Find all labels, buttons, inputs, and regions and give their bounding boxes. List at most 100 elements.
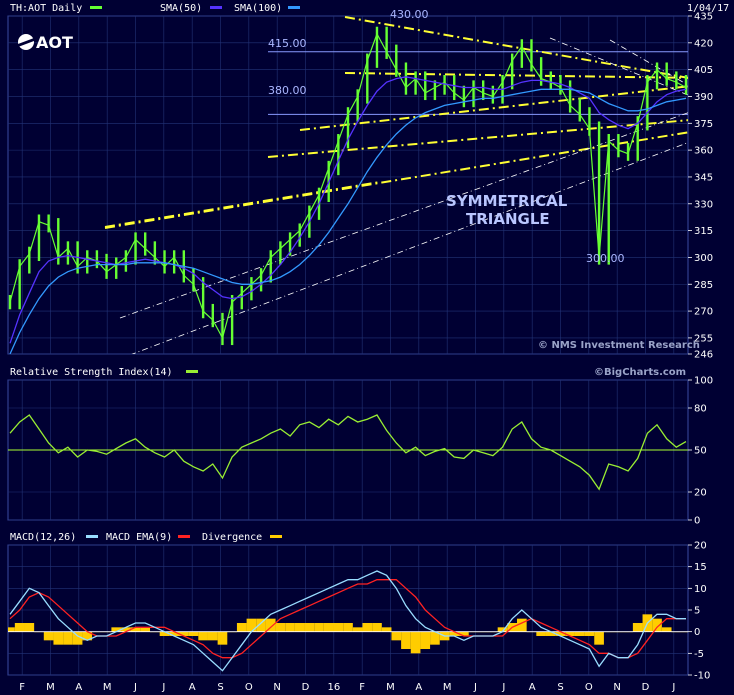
y-tick-label: 100 (694, 376, 713, 387)
channel-line (609, 39, 688, 86)
divergence-bar (381, 627, 392, 632)
divergence-bar (53, 631, 64, 645)
y-tick-label: 435 (694, 12, 713, 23)
x-tick-label: N (613, 682, 620, 693)
y-tick-label: 285 (694, 280, 713, 291)
y-tick-label: 0 (694, 627, 700, 638)
divergence-bar (217, 631, 228, 645)
divergence-bar (362, 623, 373, 632)
y-tick-label: 300 (694, 253, 713, 264)
divergence-bar (14, 623, 25, 632)
logo-text: AOT (36, 33, 73, 52)
x-tick-label: J (671, 682, 675, 693)
x-tick-label: J (161, 682, 165, 693)
y-tick-label: 420 (694, 38, 713, 49)
divergence-bar (8, 627, 15, 632)
x-tick-label: 16 (327, 682, 340, 693)
divergence-bar (352, 627, 363, 632)
triangle-line (104, 131, 688, 229)
x-tick-label: J (473, 682, 477, 693)
x-tick-label: A (415, 682, 422, 693)
pattern-label-line1: SYMMETRICAL (446, 192, 568, 210)
x-tick-label: J (501, 682, 505, 693)
annotation-430: 430.00 (390, 8, 429, 21)
divergence-bar (323, 623, 334, 632)
divergence-bar (545, 631, 556, 636)
macd-title: MACD(12,26) (10, 532, 76, 543)
divergence-bar (82, 631, 93, 641)
y-tick-label: 315 (694, 226, 713, 237)
rsi-title: Relative Strength Index(14) (10, 367, 173, 378)
divergence-bar (372, 623, 382, 632)
y-tick-label: 0 (694, 516, 700, 527)
y-tick-label: 405 (694, 65, 713, 76)
divergence-bar (188, 631, 199, 636)
divergence-bar (584, 631, 595, 636)
macd-legend-swatch (86, 535, 98, 538)
annotation-300: 300.00 (586, 252, 625, 265)
rsi-legend-swatch (186, 370, 198, 373)
y-tick-label: 375 (694, 119, 713, 130)
y-tick-label: 20 (694, 541, 707, 552)
divergence-bar (401, 631, 411, 649)
aot-logo: AOT (18, 33, 73, 52)
x-tick-label: J (133, 682, 137, 693)
y-tick-label: 390 (694, 92, 713, 103)
divergence-bar (169, 631, 179, 636)
annotation-415: 415.00 (268, 37, 307, 50)
divergence-title: Divergence (202, 532, 262, 543)
divergence-legend-swatch (270, 535, 282, 538)
divergence-bar (275, 623, 286, 632)
y-tick-label: 255 (694, 333, 713, 344)
x-tick-label: M (46, 682, 55, 693)
macd-ema-line (9, 579, 686, 659)
rsi-line (9, 414, 687, 491)
divergence-bar (121, 627, 131, 632)
divergence-bar (207, 631, 218, 641)
x-tick-label: A (189, 682, 196, 693)
price-line (9, 32, 687, 340)
x-tick-label: F (19, 682, 25, 693)
channel-line (549, 37, 688, 96)
macd-ema-title: MACD EMA(9) (106, 532, 172, 543)
x-tick-label: O (245, 682, 253, 693)
sma100-label: SMA(100) (234, 3, 282, 14)
y-tick-label: 10 (694, 584, 707, 595)
divergence-bar (430, 631, 440, 645)
x-tick-label: M (443, 682, 452, 693)
x-tick-label: M (386, 682, 395, 693)
divergence-bar (304, 623, 315, 632)
x-tick-label: S (557, 682, 563, 693)
divergence-bar (574, 631, 585, 636)
axes: F M A M J J A S O N D 16 F M A M J J A S O N D J 246 255 270 285 300… (19, 12, 713, 694)
y-tick-label: 15 (694, 562, 707, 573)
divergence-bar (198, 631, 208, 641)
divergence-bar (343, 623, 353, 632)
divergence-bar (314, 623, 324, 632)
channel-line (119, 112, 688, 319)
divergence-bar (111, 627, 122, 632)
divergence-bar (294, 623, 305, 632)
divergence-bar (43, 631, 54, 641)
y-tick-label: 330 (694, 199, 713, 210)
divergence-bar (391, 631, 402, 641)
divergence-bar (333, 623, 344, 632)
x-tick-label: D (302, 682, 310, 693)
y-tick-label: 20 (694, 488, 707, 499)
divergence-bar (536, 631, 546, 636)
macd-plot (8, 570, 688, 672)
x-tick-label: O (585, 682, 593, 693)
divergence-bar (285, 623, 295, 632)
y-tick-label: 80 (694, 404, 707, 415)
macd-line (9, 570, 686, 672)
divergence-bar (24, 623, 35, 632)
sma50-label: SMA(50) (160, 3, 202, 14)
x-tick-label: D (642, 682, 650, 693)
divergence-bar (449, 631, 460, 636)
credit-text: © NMS Investment Research (538, 340, 700, 351)
watermark: ©BigCharts.com (594, 367, 686, 378)
divergence-bar (632, 623, 643, 632)
triangle-line (344, 72, 688, 79)
divergence-bar (459, 631, 469, 636)
